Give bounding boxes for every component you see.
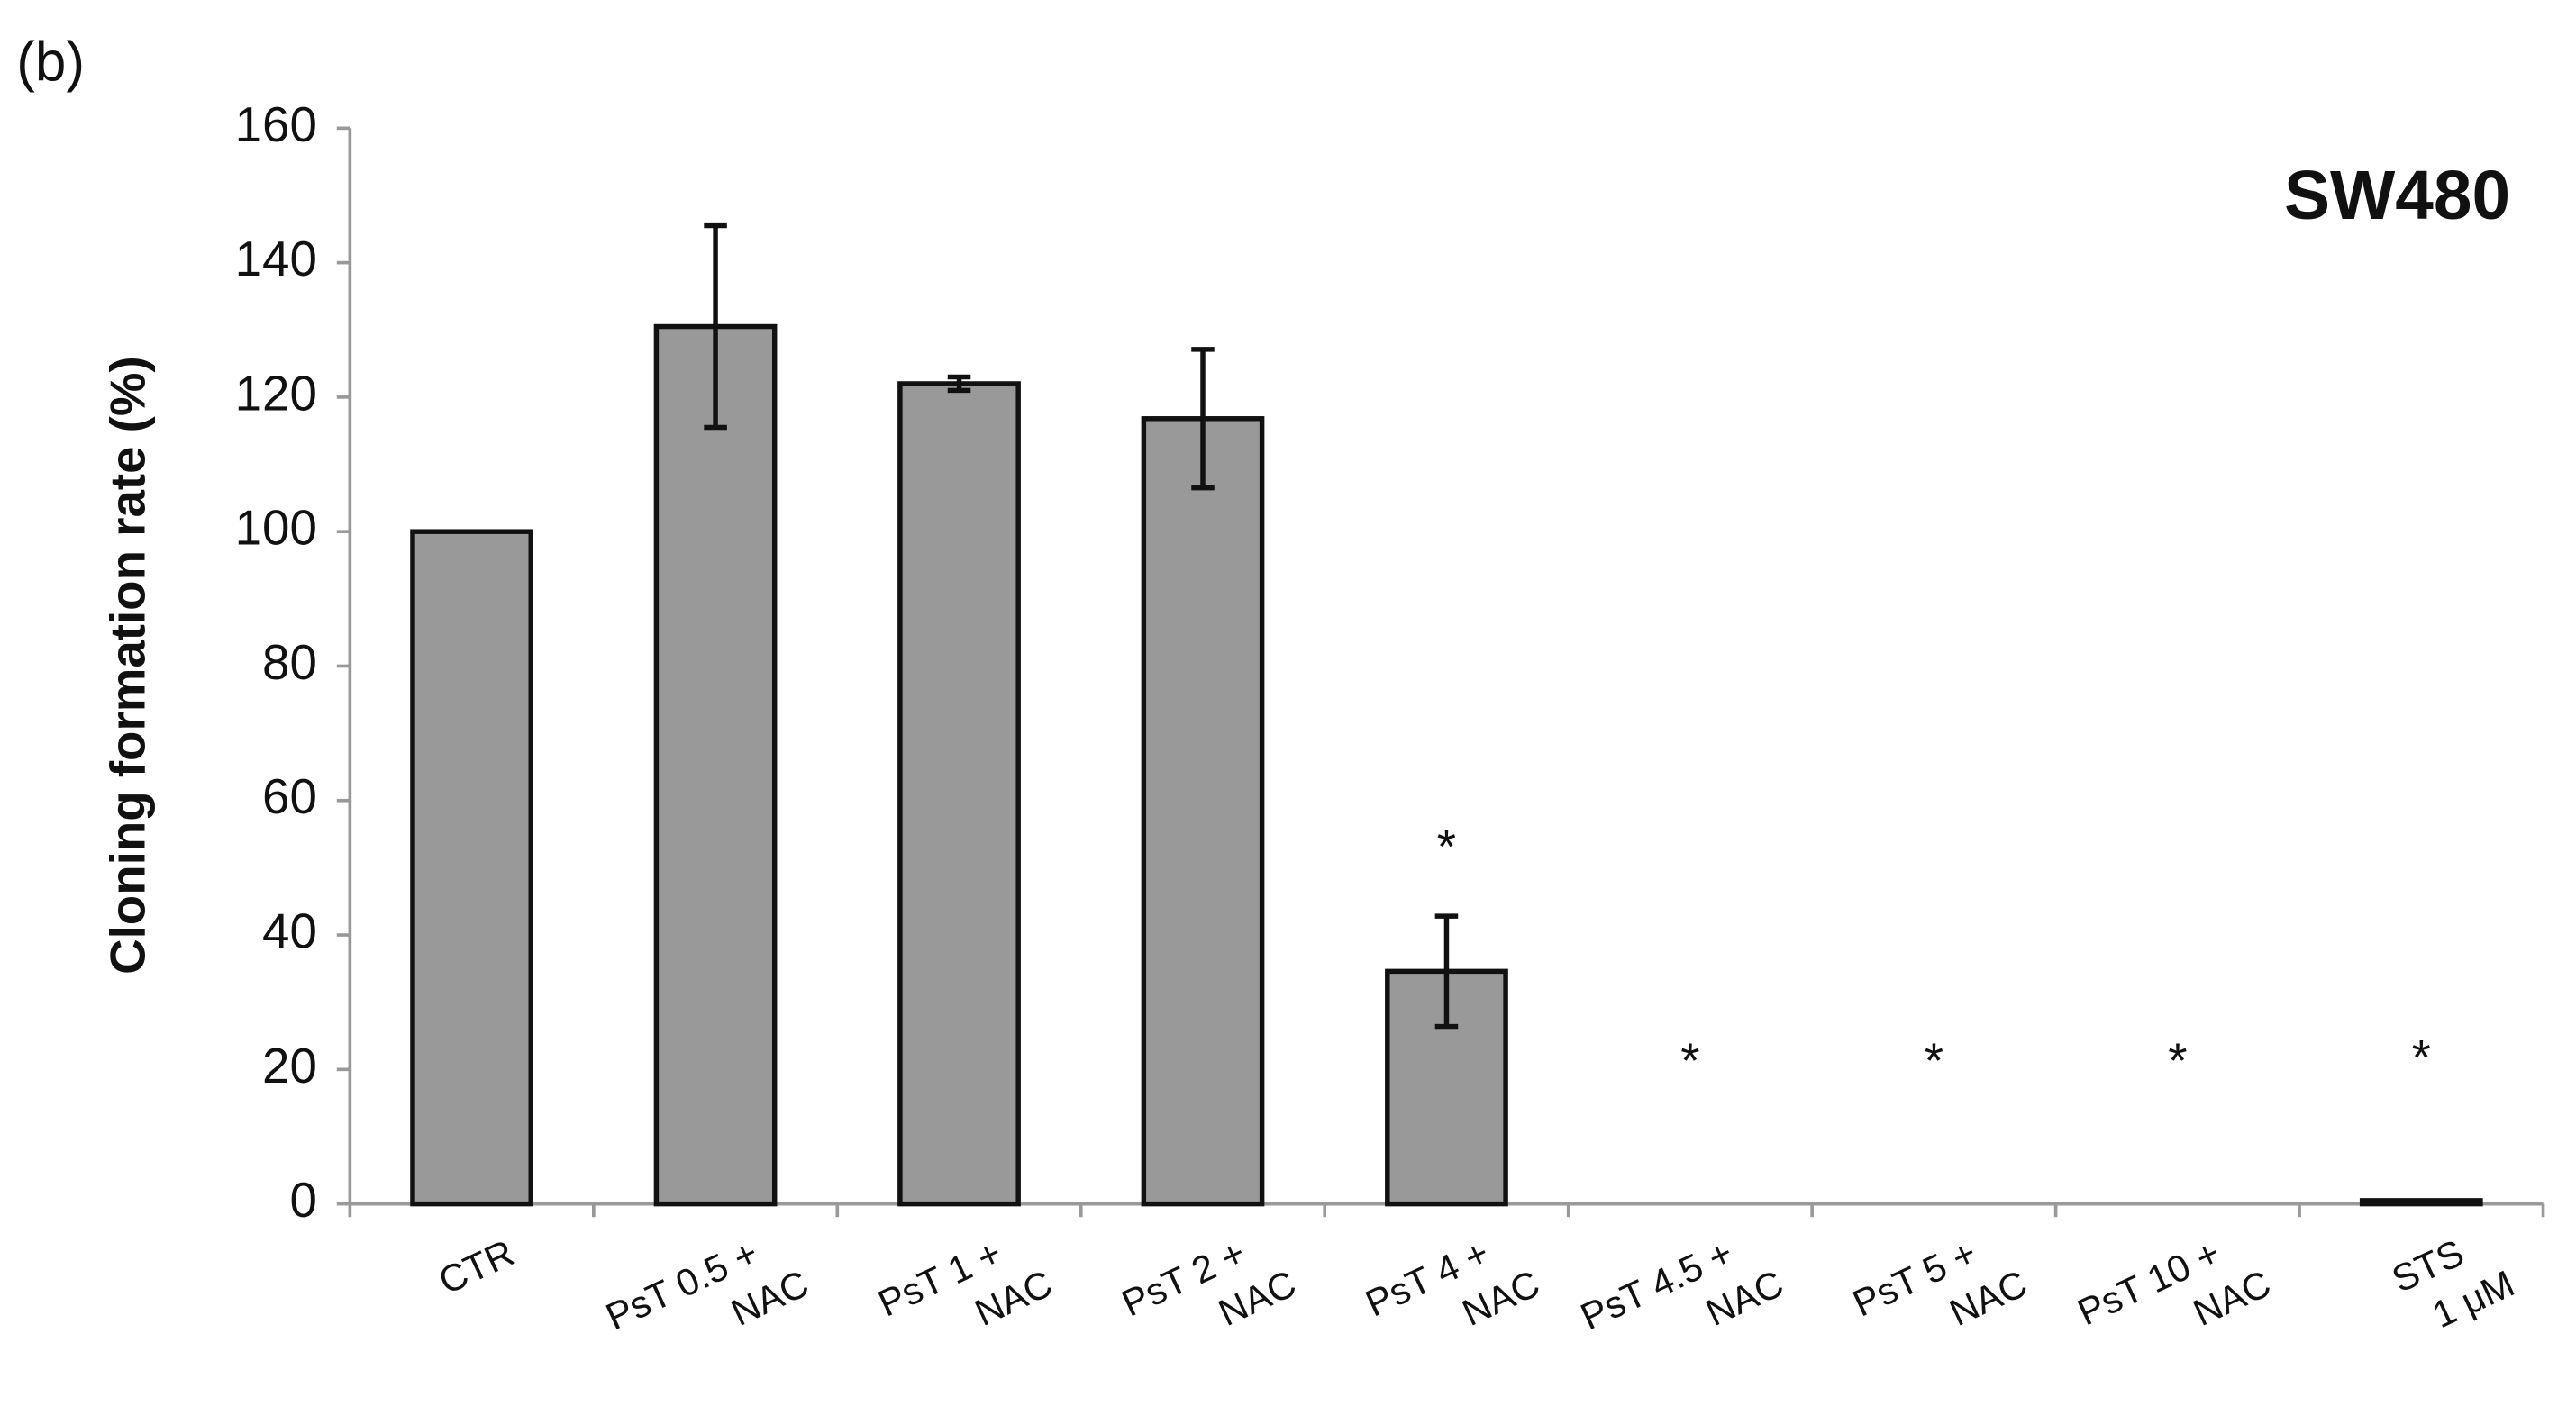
x-tick-label-line: CTR (432, 1231, 521, 1302)
x-tick-label: PsT 4 +NAC (1359, 1218, 1545, 1370)
x-tick-label: STS1 μM (2386, 1218, 2521, 1346)
significance-mark: * (2168, 1032, 2187, 1088)
y-tick-label: 60 (262, 768, 317, 824)
annotation: SW480 (2284, 158, 2510, 234)
y-tick-label: 120 (235, 365, 317, 421)
error-bar (704, 222, 727, 431)
y-tick-label: 160 (235, 96, 317, 152)
error-bar (1434, 913, 1459, 1030)
y-tick-label: 140 (235, 231, 317, 286)
y-tick-label: 100 (235, 500, 317, 556)
y-axis-label: Cloning formation rate (%) (99, 356, 155, 975)
x-tick-label: PsT 1 +NAC (871, 1218, 1058, 1370)
significance-mark: * (2412, 1029, 2431, 1084)
panel-label: (b) (16, 31, 85, 93)
error-bar (1191, 347, 1215, 491)
x-tick-label: CTR (432, 1231, 521, 1302)
error-bar (947, 374, 971, 394)
bar (897, 381, 1021, 1207)
bar (1141, 416, 1265, 1207)
x-tick-label: PsT 2 +NAC (1115, 1218, 1302, 1370)
bar (2359, 1198, 2483, 1207)
significance-mark: * (1925, 1032, 1943, 1088)
bar (653, 323, 778, 1207)
y-tick-label: 40 (262, 903, 317, 959)
x-tick-label: PsT 0.5 +NAC (599, 1218, 815, 1383)
significance-mark: * (1680, 1032, 1699, 1088)
y-tick-label: 80 (262, 634, 317, 690)
y-tick-label: 20 (262, 1038, 317, 1093)
x-tick-label: PsT 4.5 +NAC (1574, 1218, 1789, 1383)
x-tick-label: PsT 5 +NAC (1846, 1218, 2033, 1370)
bar (410, 529, 533, 1207)
y-tick-label: 0 (289, 1172, 316, 1228)
x-tick-label: PsT 10 +NAC (2071, 1218, 2277, 1379)
significance-mark: * (1437, 819, 1456, 875)
